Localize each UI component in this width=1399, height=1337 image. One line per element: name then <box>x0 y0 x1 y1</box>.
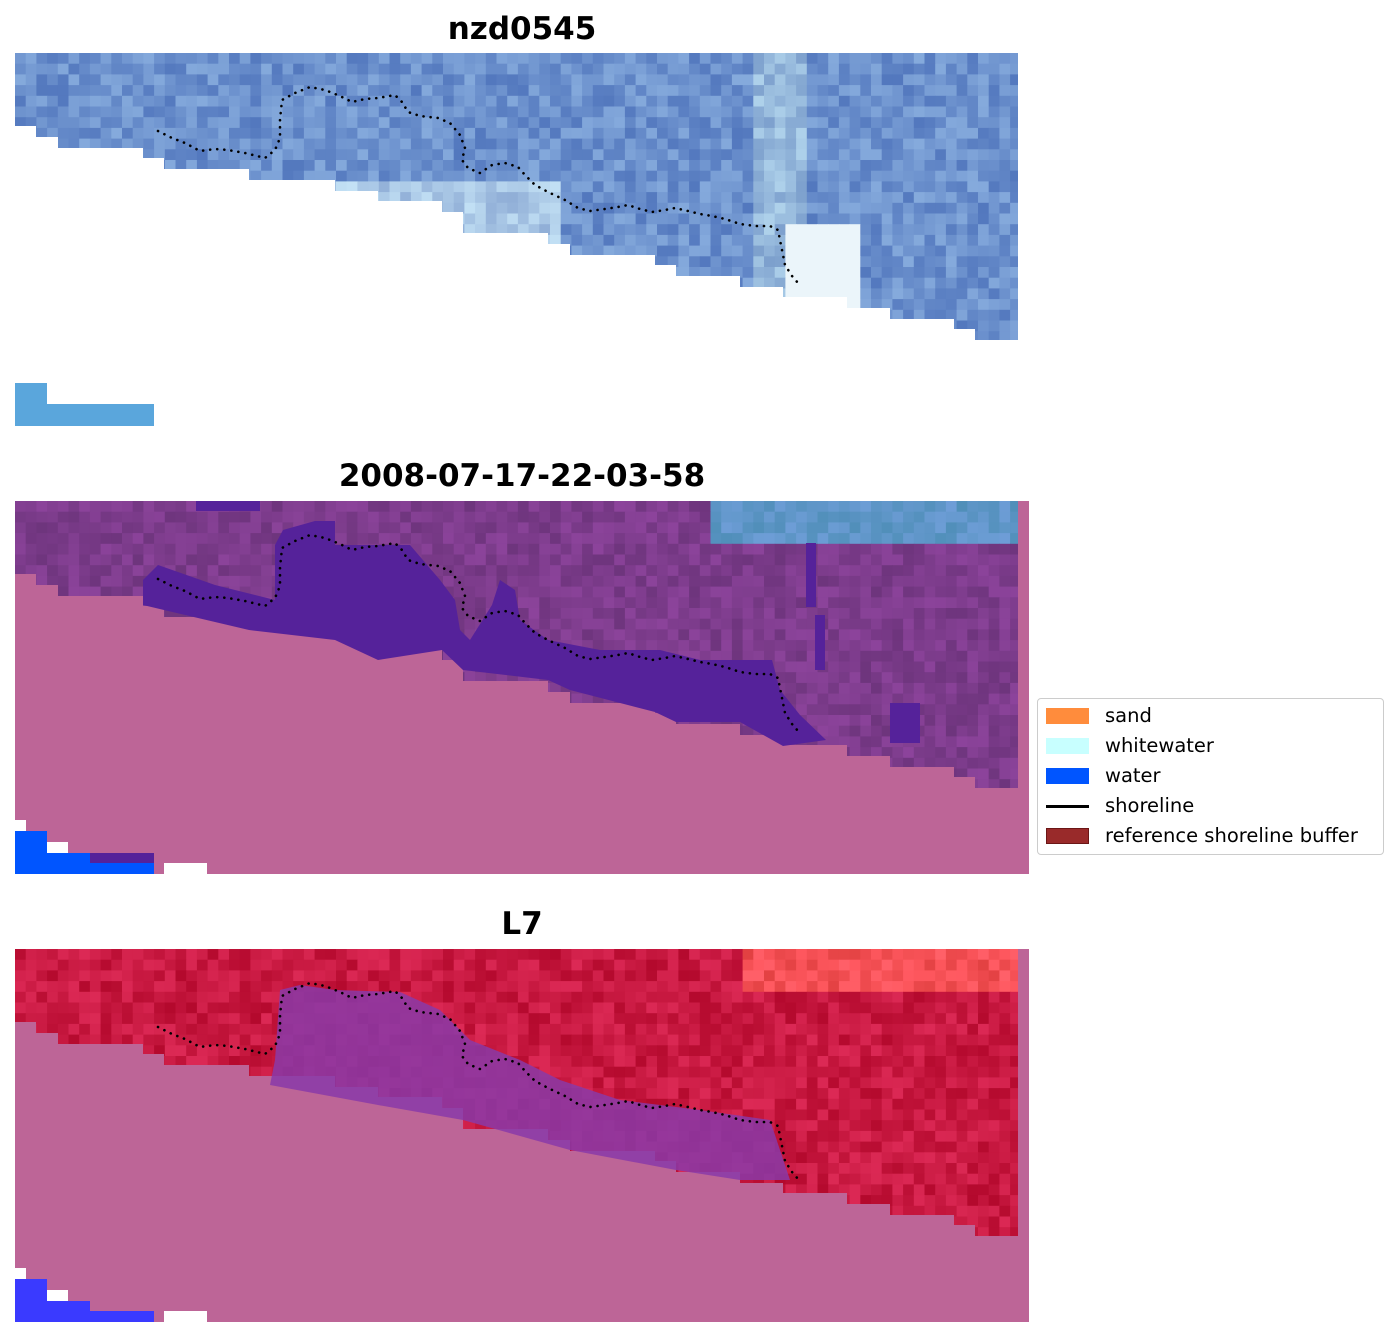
water-swatch <box>1046 768 1089 784</box>
legend-item-water: water <box>1038 761 1383 791</box>
legend-item-shoreline: shoreline <box>1038 791 1383 821</box>
legend-label-water: water <box>1105 764 1161 787</box>
panel-title-rgb: nzd0545 <box>447 11 597 47</box>
legend-label-sand: sand <box>1105 704 1152 727</box>
water-index-band <box>270 985 790 1180</box>
legend-label-whitewater: whitewater <box>1105 734 1214 757</box>
reference-buffer-swatch <box>1046 828 1089 844</box>
legend-item-sand: sand <box>1038 701 1383 731</box>
panel-title-date: 2008-07-17-22-03-58 <box>338 458 706 494</box>
legend-label-shoreline: shoreline <box>1105 794 1195 817</box>
whitewater-swatch <box>1046 738 1089 754</box>
legend-label-reference-buffer: reference shoreline buffer <box>1105 824 1358 847</box>
water-class-region <box>143 521 826 746</box>
corner-water-mndwi <box>15 1279 154 1322</box>
corner-water <box>15 831 154 874</box>
shoreline-line-swatch <box>1046 805 1089 808</box>
shoreline-classified <box>156 533 800 733</box>
shoreline-rgb <box>156 85 800 285</box>
shoreline-mndwi <box>156 981 800 1181</box>
legend-item-reference-buffer: reference shoreline buffer <box>1038 821 1383 851</box>
legend-item-whitewater: whitewater <box>1038 731 1383 761</box>
rgb-corner-strip <box>15 383 154 426</box>
legend: sand whitewater water shoreline referenc… <box>1037 698 1384 855</box>
sand-swatch <box>1046 708 1089 724</box>
panel-title-satellite: L7 <box>501 906 543 942</box>
